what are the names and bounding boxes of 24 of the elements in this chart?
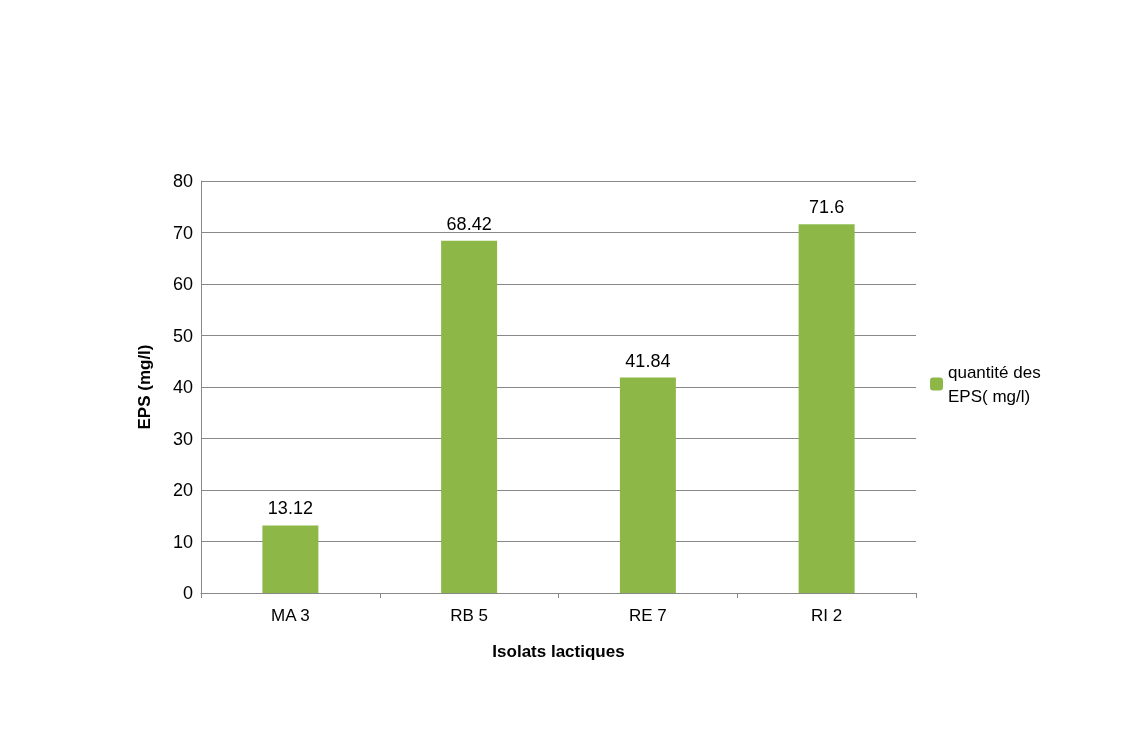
x-tick-label: RB 5 <box>450 606 489 625</box>
bar <box>262 525 319 593</box>
y-tick-label: 20 <box>172 480 193 500</box>
data-label: 41.84 <box>625 350 671 371</box>
x-tick-label: MA 3 <box>271 606 310 625</box>
x-tick-label: RI 2 <box>811 606 843 625</box>
bar <box>619 377 676 593</box>
y-tick-label: 0 <box>182 583 193 603</box>
x-axis-title: Isolats lactiques <box>492 642 625 661</box>
data-label: 13.12 <box>267 498 313 519</box>
y-tick-label: 70 <box>172 222 193 243</box>
y-tick-label: 40 <box>172 377 193 397</box>
legend-label: quantité des EPS( mg/l) <box>948 362 1046 406</box>
x-tick-label: RE 7 <box>628 606 667 625</box>
y-axis-title: EPS (mg/l) <box>135 344 154 430</box>
y-tick-label: 80 <box>172 171 193 191</box>
data-label: 68.42 <box>446 213 492 234</box>
bar <box>441 240 498 593</box>
y-tick-label: 60 <box>172 274 193 294</box>
bar <box>798 224 855 593</box>
y-tick-label: 10 <box>172 531 193 552</box>
y-tick-label: 50 <box>172 325 193 346</box>
data-label: 71.6 <box>809 197 845 218</box>
y-tick-label: 30 <box>172 428 193 449</box>
